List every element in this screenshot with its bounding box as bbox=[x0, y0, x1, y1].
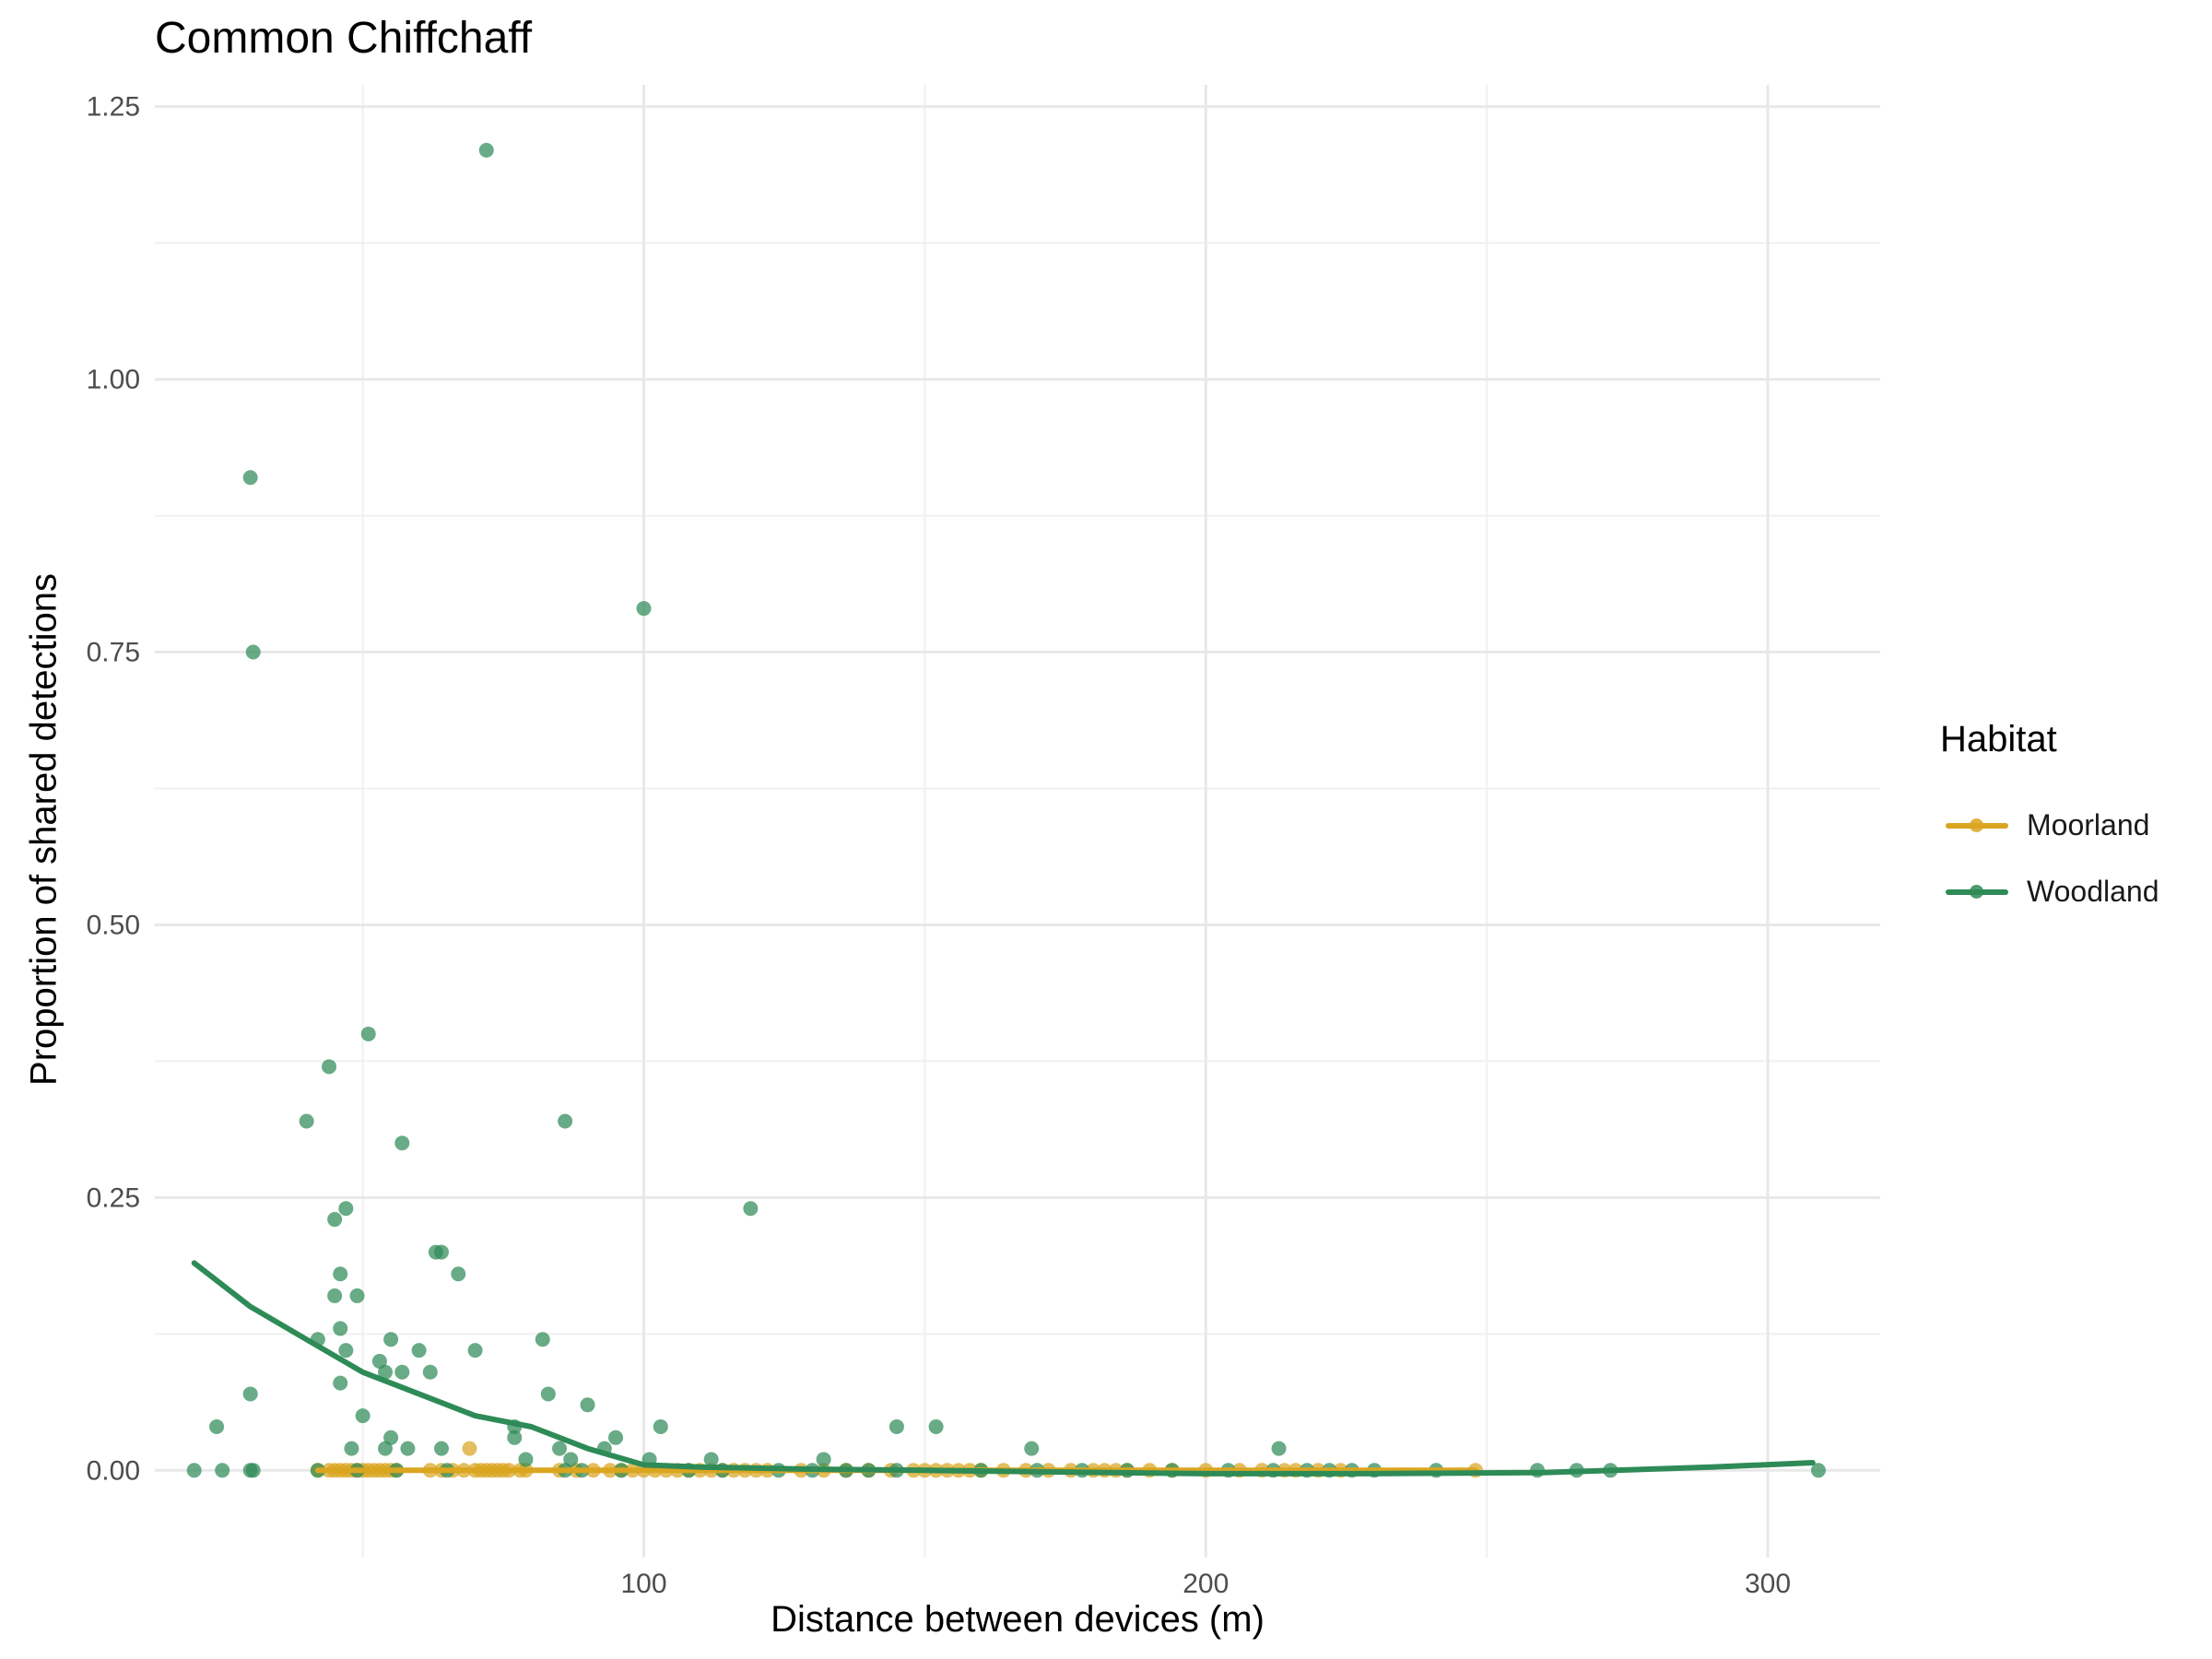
x-tick-label: 100 bbox=[620, 1569, 666, 1599]
woodland-point bbox=[563, 1452, 579, 1467]
chart-title: Common Chiffchaff bbox=[155, 14, 533, 63]
woodland-point bbox=[333, 1375, 348, 1391]
woodland-point bbox=[378, 1441, 394, 1456]
woodland-point bbox=[608, 1430, 624, 1445]
woodland-point bbox=[344, 1441, 359, 1456]
legend-key-woodland bbox=[1940, 873, 2014, 910]
woodland-point bbox=[928, 1418, 944, 1434]
legend-label-woodland: Woodland bbox=[2027, 874, 2159, 908]
woodland-point bbox=[540, 1386, 556, 1402]
woodland-point bbox=[743, 1201, 759, 1217]
woodland-point bbox=[558, 1113, 573, 1129]
woodland-point bbox=[1271, 1441, 1287, 1456]
woodland-point bbox=[636, 601, 652, 617]
woodland-point bbox=[360, 1026, 376, 1041]
woodland-point bbox=[383, 1332, 399, 1347]
woodland-point bbox=[371, 1353, 387, 1369]
woodland-trend-line bbox=[191, 1260, 1816, 1477]
woodland-point bbox=[451, 1266, 466, 1282]
legend-title: Habitat bbox=[1940, 719, 2057, 759]
woodland-point bbox=[478, 143, 494, 159]
woodland-point bbox=[535, 1332, 550, 1347]
major-gridlines bbox=[155, 85, 1880, 1558]
moorland-point bbox=[462, 1441, 477, 1456]
woodland-point bbox=[327, 1212, 343, 1228]
legend-item-woodland: Woodland bbox=[1940, 858, 2159, 924]
woodland-point bbox=[888, 1418, 904, 1434]
woodland-point bbox=[507, 1430, 523, 1445]
y-tick-label: 0.75 bbox=[87, 638, 140, 668]
trend-lines bbox=[191, 1260, 1816, 1477]
woodland-point bbox=[349, 1288, 365, 1303]
woodland-point bbox=[816, 1452, 831, 1467]
y-tick-label: 0.00 bbox=[87, 1455, 140, 1486]
woodland-point bbox=[245, 1463, 261, 1478]
x-tick-labels: 100 200 300 bbox=[620, 1569, 1791, 1599]
woodland-point bbox=[338, 1343, 354, 1359]
woodland-point bbox=[1810, 1463, 1826, 1478]
woodland-point bbox=[433, 1441, 449, 1456]
y-tick-label: 1.25 bbox=[87, 92, 140, 123]
woodland-point bbox=[400, 1441, 416, 1456]
legend-key-moorland bbox=[1940, 806, 2014, 843]
y-tick-label: 0.50 bbox=[87, 910, 140, 940]
woodland-point bbox=[394, 1364, 410, 1380]
y-axis-label: Proportion of shared detections bbox=[23, 573, 65, 1086]
y-tick-label: 0.25 bbox=[87, 1182, 140, 1213]
woodland-point bbox=[299, 1113, 314, 1129]
woodland-point bbox=[333, 1266, 348, 1282]
x-axis-label: Distance between devices (m) bbox=[771, 1599, 1265, 1640]
woodland-point bbox=[327, 1288, 343, 1303]
woodland-point bbox=[518, 1452, 534, 1467]
woodland-point bbox=[322, 1059, 337, 1075]
woodland-point bbox=[552, 1441, 568, 1456]
y-tick-label: 1.00 bbox=[87, 365, 140, 395]
woodland-point bbox=[580, 1397, 595, 1413]
woodland-point bbox=[215, 1463, 230, 1478]
woodland-point bbox=[242, 470, 258, 486]
legend: Habitat Moorland Woodland bbox=[1940, 719, 2159, 924]
woodland-point bbox=[242, 1386, 258, 1402]
minor-gridlines bbox=[155, 85, 1880, 1558]
y-tick-labels: 0.00 0.25 0.50 0.75 1.00 1.25 bbox=[87, 92, 140, 1487]
woodland-point bbox=[1024, 1441, 1040, 1456]
woodland-point bbox=[186, 1463, 202, 1478]
woodland-point bbox=[245, 644, 261, 660]
woodland-point bbox=[394, 1135, 410, 1151]
woodland-point bbox=[653, 1418, 668, 1434]
x-tick-label: 200 bbox=[1182, 1569, 1229, 1599]
data-points bbox=[186, 143, 1826, 1478]
legend-label-moorland: Moorland bbox=[2027, 807, 2150, 841]
woodland-point bbox=[378, 1364, 394, 1380]
woodland-point bbox=[209, 1418, 225, 1434]
woodland-point bbox=[467, 1343, 483, 1359]
legend-item-moorland: Moorland bbox=[1940, 792, 2159, 858]
woodland-point bbox=[422, 1364, 438, 1380]
woodland-point bbox=[411, 1343, 427, 1359]
x-tick-label: 300 bbox=[1745, 1569, 1791, 1599]
woodland-point bbox=[355, 1408, 371, 1424]
woodland-point bbox=[433, 1244, 449, 1260]
woodland-point bbox=[333, 1321, 348, 1336]
woodland-point bbox=[338, 1201, 354, 1217]
woodland-point bbox=[383, 1430, 399, 1445]
woodland-point bbox=[703, 1452, 719, 1467]
